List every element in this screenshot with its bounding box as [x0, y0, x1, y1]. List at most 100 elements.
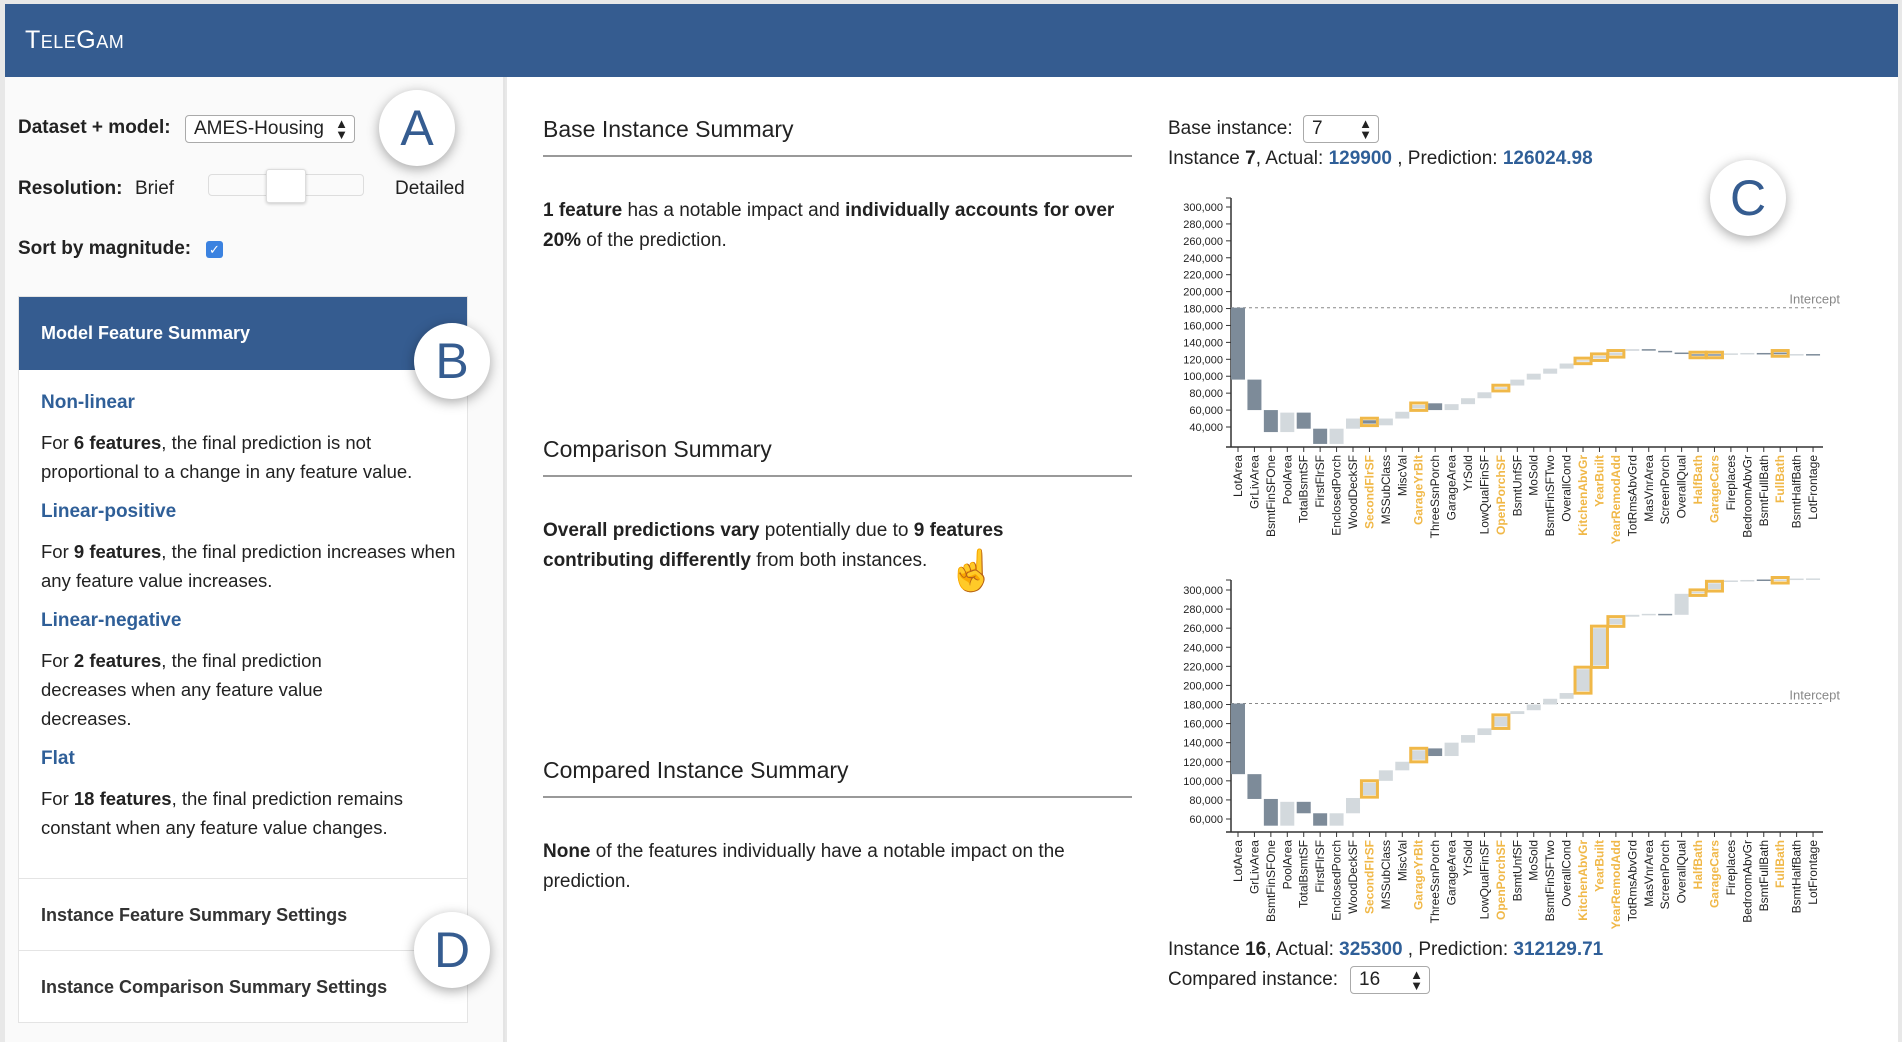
- x-tick-label: MoSold: [1527, 840, 1541, 881]
- divider: [543, 155, 1132, 157]
- waterfall-bar: [1263, 410, 1278, 433]
- y-tick-label: 100,000: [1183, 371, 1223, 383]
- waterfall-bar: [1789, 354, 1804, 356]
- x-tick-label: FirstFlrSF: [1313, 840, 1327, 893]
- x-tick-label: WoodDeckSF: [1346, 455, 1360, 529]
- slider-handle[interactable]: [266, 169, 306, 203]
- waterfall-bar: [1608, 352, 1623, 356]
- control-panel: Dataset + model: AMES-Housing ▲ ▼ Resolut…: [5, 77, 505, 1042]
- waterfall-bar: [1674, 352, 1689, 355]
- waterfall-bar: [1428, 403, 1443, 411]
- instance-comparison-settings[interactable]: Instance Comparison Summary Settings: [19, 950, 467, 1022]
- x-tick-label: BsmtFinSFTwo: [1543, 840, 1557, 922]
- base-instance-select[interactable]: 7 ▲ ▼: [1303, 115, 1379, 143]
- x-tick-label: TotalBsmtSF: [1297, 840, 1311, 908]
- x-tick-label: LotFrontage: [1806, 455, 1820, 520]
- base-summary-title: Base Instance Summary: [543, 116, 794, 142]
- resolution-slider[interactable]: [208, 169, 364, 203]
- waterfall-bar: [1674, 593, 1689, 615]
- waterfall-bar: [1395, 411, 1410, 419]
- x-tick-label: EnclosedPorch: [1330, 840, 1344, 921]
- y-tick-label: 280,000: [1183, 219, 1223, 231]
- category-linear-positive: Linear-positive: [41, 501, 177, 522]
- category-linear-negative: Linear-negative: [41, 610, 182, 631]
- dataset-value: AMES-Housing: [194, 118, 324, 139]
- waterfall-bar: [1707, 354, 1722, 356]
- x-tick-label: ThreeSsnPorch: [1428, 455, 1442, 538]
- x-tick-label: YrSold: [1461, 455, 1475, 491]
- compared-instance-select[interactable]: 16 ▲ ▼: [1350, 966, 1430, 994]
- updown-arrows-icon: ▲ ▼: [1359, 116, 1372, 142]
- summary-accordion: Model Feature Summary Non-linear For 6 f…: [18, 296, 468, 1023]
- waterfall-bar: [1543, 368, 1558, 374]
- base-waterfall-chart: 40,000 60,000 80,000 100,000 120,000 140,000 1…: [1183, 197, 1840, 544]
- x-tick-label: BsmtHalfBath: [1790, 840, 1804, 913]
- dataset-label: Dataset + model:: [18, 117, 171, 138]
- compared-instance-label: Compared instance:: [1168, 969, 1339, 990]
- waterfall-bar: [1329, 813, 1344, 826]
- y-tick-label: 300,000: [1183, 585, 1223, 597]
- x-tick-label: ThreeSsnPorch: [1428, 840, 1442, 923]
- waterfall-bar: [1773, 579, 1788, 582]
- compared-instance-value: 16: [1359, 969, 1381, 990]
- instance-feature-settings[interactable]: Instance Feature Summary Settings: [19, 878, 467, 950]
- waterfall-bar: [1477, 728, 1492, 736]
- waterfall-bar: [1378, 770, 1393, 781]
- comparison-summary-title: Comparison Summary: [543, 436, 772, 462]
- resolution-min-label: Brief: [135, 178, 175, 199]
- highlight-outline: [1359, 779, 1379, 799]
- category-desc: For 6 features, the final prediction is …: [41, 432, 413, 482]
- annotation-d: D: [414, 912, 490, 988]
- waterfall-bar: [1526, 373, 1541, 380]
- waterfall-bar: [1313, 813, 1328, 826]
- compared-instance-info: Instance 16, Actual: 325300 , Prediction…: [1168, 939, 1604, 960]
- x-tick-label: MasVnrArea: [1642, 455, 1656, 522]
- waterfall-bar: [1280, 412, 1295, 433]
- x-tick-label: MiscVal: [1395, 840, 1409, 881]
- sort-checkbox[interactable]: ✓: [206, 241, 223, 258]
- x-tick-label: ScreenPorch: [1658, 840, 1672, 909]
- waterfall-bar: [1280, 801, 1295, 826]
- x-tick-label: ScreenPorch: [1658, 455, 1672, 524]
- dataset-select[interactable]: AMES-Housing ▲ ▼: [185, 115, 355, 143]
- x-tick-label: BsmtUnfSF: [1510, 840, 1524, 901]
- x-tick-label: TotalBsmtSF: [1297, 455, 1311, 523]
- x-tick-label: HalfBath: [1691, 455, 1705, 504]
- y-tick-label: 220,000: [1183, 661, 1223, 673]
- model-feature-summary-header[interactable]: Model Feature Summary: [19, 297, 467, 370]
- highlight-outline: [1589, 624, 1609, 669]
- waterfall-bar: [1756, 579, 1771, 582]
- waterfall-bar: [1576, 669, 1591, 692]
- y-tick-label: 240,000: [1183, 253, 1223, 265]
- waterfall-bar: [1576, 360, 1591, 362]
- waterfall-bar: [1691, 591, 1706, 594]
- waterfall-bar: [1461, 735, 1476, 743]
- waterfall-bar: [1740, 352, 1755, 355]
- x-tick-label: LowQualFinSF: [1477, 840, 1491, 919]
- x-tick-label: YearBuilt: [1592, 840, 1606, 892]
- waterfall-bar: [1740, 579, 1755, 582]
- x-tick-label: FullBath: [1773, 455, 1787, 503]
- y-tick-label: 120,000: [1183, 354, 1223, 366]
- waterfall-bar: [1691, 354, 1706, 356]
- x-tick-label: BsmtUnfSF: [1510, 455, 1524, 516]
- x-tick-label: GarageCars: [1707, 455, 1721, 523]
- waterfall-bar: [1346, 418, 1361, 429]
- y-tick-label: 60,000: [1189, 814, 1223, 826]
- x-tick-label: MoSold: [1527, 455, 1541, 496]
- x-tick-label: GarageYrBlt: [1412, 455, 1426, 525]
- highlight-outline: [1704, 579, 1724, 593]
- waterfall-bar: [1346, 798, 1361, 814]
- app-header: TeleGam: [5, 4, 1898, 77]
- waterfall-bar: [1493, 387, 1508, 389]
- x-tick-label: PoolArea: [1280, 455, 1294, 505]
- waterfall-bar: [1444, 742, 1459, 757]
- comparison-summary-text[interactable]: Overall predictions vary potentially due…: [543, 520, 1004, 571]
- x-tick-label: BedroomAbvGr: [1740, 840, 1754, 923]
- x-tick-label: BsmtFinSFTwo: [1543, 455, 1557, 537]
- waterfall-bar: [1428, 748, 1443, 757]
- highlight-outline: [1770, 349, 1790, 358]
- highlight-outline: [1770, 576, 1790, 585]
- category-desc: For 18 features, the final prediction re…: [41, 788, 403, 838]
- highlight-outline: [1409, 401, 1429, 412]
